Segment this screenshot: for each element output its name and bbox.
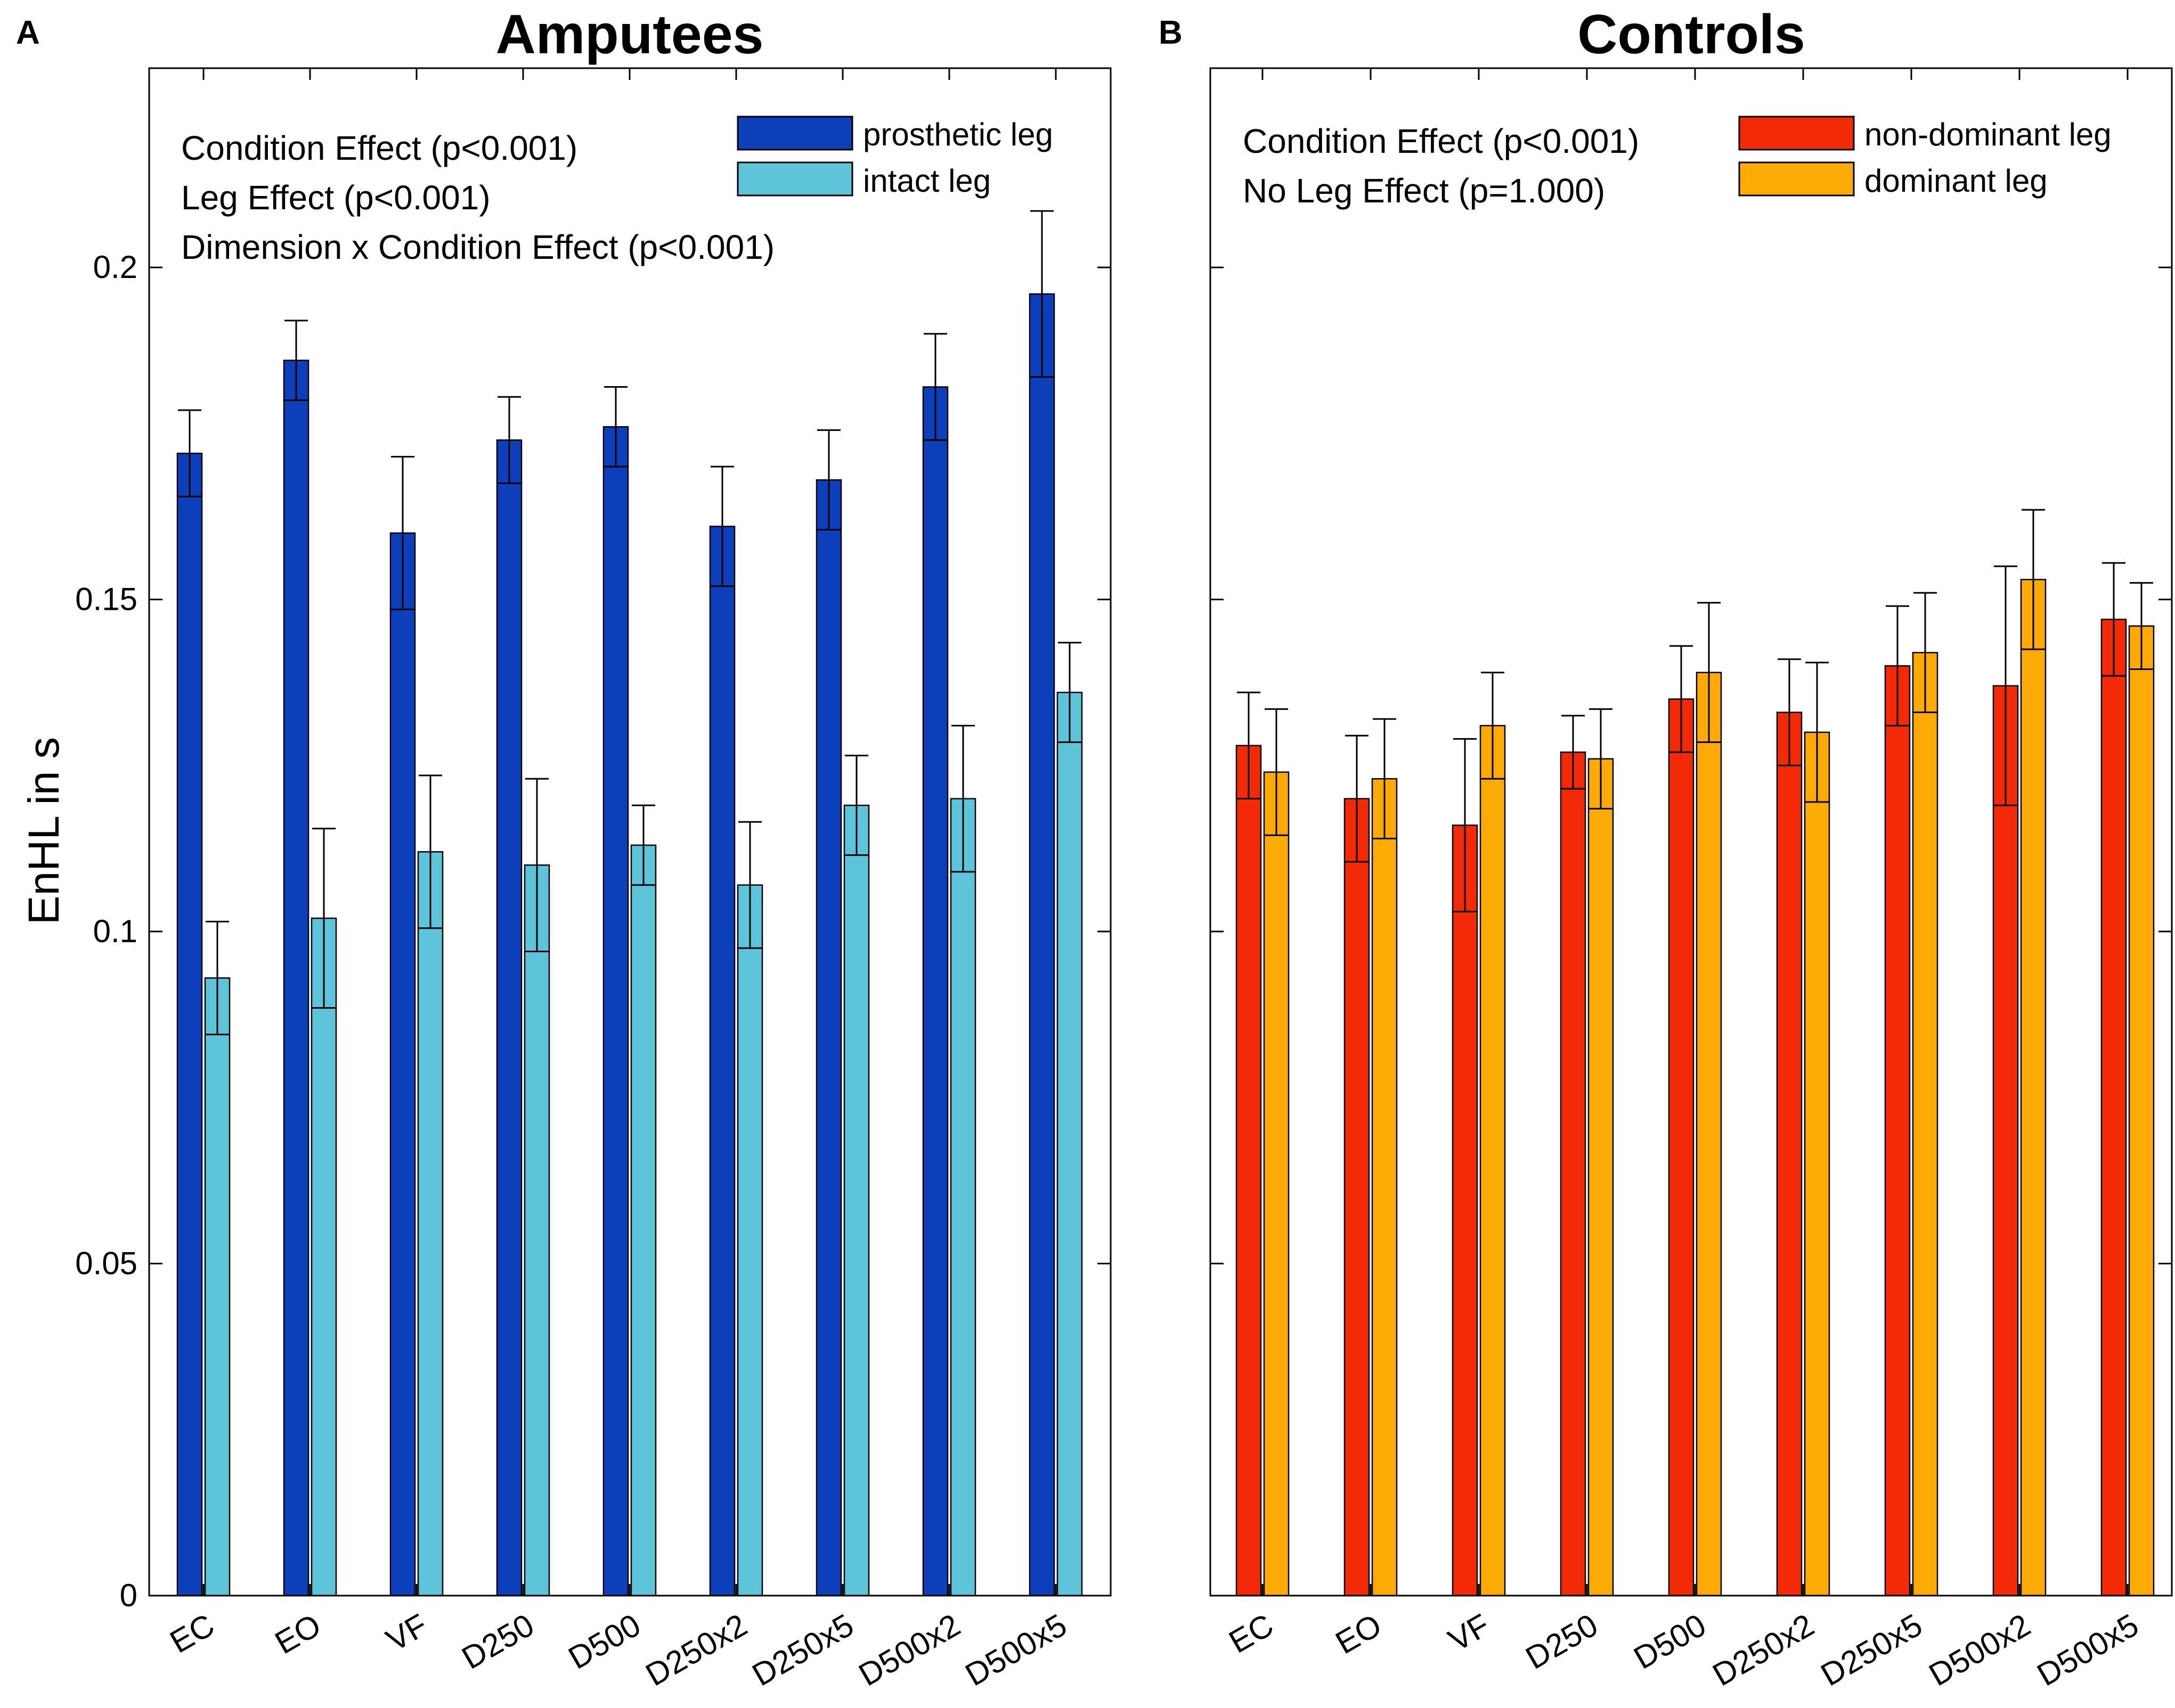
bar-intact-leg-d500 [630, 844, 657, 1597]
bar-prosthetic-leg-d500 [602, 426, 629, 1597]
bar-dominant-leg-ec [1263, 771, 1290, 1597]
legend-swatch-dominant-leg [1738, 161, 1855, 197]
bar-intact-leg-d250 [524, 864, 550, 1597]
y-tick-label: 0 [120, 1578, 137, 1613]
panel-title-amputees: Amputees [496, 4, 764, 66]
legend-swatch-non-dominant-leg [1738, 116, 1855, 151]
legend-label-non-dominant-leg: non-dominant leg [1864, 117, 2112, 152]
legend-label-prosthetic-leg: prosthetic leg [863, 117, 1053, 152]
y-tick-label: 0.05 [75, 1246, 137, 1281]
y-axis-label: EnHL in s [20, 737, 68, 925]
bar-prosthetic-leg-ec [176, 452, 203, 1597]
x-tick-label-d250x5: D250x5 [746, 1607, 860, 1693]
x-tick-label-d500: D500 [563, 1607, 647, 1676]
x-tick-label-ec: EC [1223, 1607, 1280, 1660]
bar-prosthetic-leg-eo [283, 359, 309, 1597]
bar-intact-leg-d500x2 [950, 798, 976, 1597]
bar-dominant-leg-d250x2 [1804, 731, 1830, 1597]
legend-swatch-prosthetic-leg [737, 116, 853, 151]
panel-letter-b: B [1159, 14, 1183, 51]
annotations-controls: Condition Effect (p<0.001) No Leg Effect… [1243, 122, 1639, 210]
x-tick-label-eo: EO [269, 1607, 327, 1661]
bar-dominant-leg-eo [1371, 778, 1398, 1597]
bar-non-dominant-leg-d250x2 [1776, 712, 1803, 1597]
x-tick-label-d500x5: D500x5 [2031, 1607, 2145, 1693]
x-tick-label-d250: D250 [456, 1607, 540, 1676]
x-tick-label-d500x2: D500x2 [853, 1607, 966, 1693]
bar-prosthetic-leg-d250x2 [709, 526, 736, 1597]
x-tick-label-vf: VF [380, 1607, 434, 1658]
legend-swatch-intact-leg [737, 161, 853, 197]
y-tick-label: 0.15 [75, 582, 137, 617]
x-tick-label-d250x5: D250x5 [1815, 1607, 1928, 1693]
x-tick-label-d250x2: D250x2 [640, 1607, 753, 1693]
bar-non-dominant-leg-ec [1235, 745, 1262, 1597]
legend-amputees: prosthetic leg intact leg [737, 116, 1053, 199]
x-tick-label-vf: VF [1443, 1607, 1496, 1658]
bars-amputees [176, 210, 1083, 1597]
panel-title-controls: Controls [1577, 4, 1805, 66]
bar-dominant-leg-d500 [1696, 672, 1722, 1597]
x-tick-label-ec: EC [164, 1607, 221, 1660]
annotation-dimension-condition: Dimension x Condition Effect (p<0.001) [181, 228, 775, 266]
x-tick-label-eo: EO [1330, 1607, 1388, 1661]
bar-prosthetic-leg-d500x5 [1029, 293, 1055, 1597]
bar-prosthetic-leg-d250 [496, 439, 523, 1597]
x-tick-label-d500: D500 [1628, 1607, 1712, 1676]
bar-prosthetic-leg-d250x5 [816, 479, 842, 1597]
bar-non-dominant-leg-d500 [1668, 698, 1695, 1597]
annotation-no-leg-effect: No Leg Effect (p=1.000) [1243, 171, 1605, 210]
bar-dominant-leg-d500x5 [2128, 625, 2155, 1597]
bar-dominant-leg-d250x5 [1912, 652, 1938, 1597]
bar-intact-leg-d500x5 [1056, 691, 1083, 1597]
bar-intact-leg-ec [204, 977, 231, 1597]
x-tick-label-d250: D250 [1520, 1607, 1604, 1676]
bar-intact-leg-d250x5 [843, 804, 870, 1597]
annotation-condition-effect: Condition Effect (p<0.001) [181, 129, 577, 167]
bar-non-dominant-leg-d250 [1560, 751, 1586, 1597]
bars-controls [1235, 509, 2155, 1597]
x-tick-label-d250x2: D250x2 [1707, 1607, 1820, 1693]
annotations-amputees: Condition Effect (p<0.001) Leg Effect (p… [181, 129, 775, 266]
bar-dominant-leg-vf [1479, 725, 1506, 1597]
legend-label-dominant-leg: dominant leg [1864, 163, 2048, 199]
plot-frame-amputees [148, 67, 1112, 1597]
bar-non-dominant-leg-d500x2 [1992, 685, 2019, 1597]
legend-controls: non-dominant leg dominant leg [1738, 116, 2112, 199]
bar-intact-leg-d250x2 [737, 884, 763, 1597]
panel-letter-a: A [16, 14, 40, 51]
bar-prosthetic-leg-vf [389, 532, 416, 1597]
plot-frame-controls [1209, 67, 2173, 1597]
bar-intact-leg-vf [417, 851, 444, 1597]
bar-non-dominant-leg-d500x5 [2100, 618, 2127, 1597]
legend-label-intact-leg: intact leg [863, 163, 991, 199]
bar-intact-leg-eo [311, 917, 337, 1597]
x-tick-label-d500x5: D500x5 [959, 1607, 1073, 1693]
bar-non-dominant-leg-eo [1343, 798, 1370, 1597]
bar-non-dominant-leg-vf [1452, 824, 1478, 1597]
panel-controls: B Controls EC EO VF D250 D500D250x2D250x5D50… [1159, 4, 2173, 1693]
y-tick-label: 0.1 [93, 913, 137, 949]
y-tick-label: 0.2 [93, 249, 137, 285]
bar-dominant-leg-d500x2 [2020, 578, 2047, 1597]
bar-prosthetic-leg-d500x2 [922, 386, 949, 1597]
panel-amputees: A Amputees 0 0.05 0.1 0.15 0.2 EC EO VF D250 D500… [16, 4, 1112, 1693]
annotation-condition-effect-controls: Condition Effect (p<0.001) [1243, 122, 1639, 160]
bar-dominant-leg-d250 [1587, 758, 1614, 1597]
annotation-leg-effect: Leg Effect (p<0.001) [181, 178, 491, 217]
x-tick-label-d500x2: D500x2 [1923, 1607, 2036, 1693]
bar-non-dominant-leg-d250x5 [1884, 665, 1911, 1597]
